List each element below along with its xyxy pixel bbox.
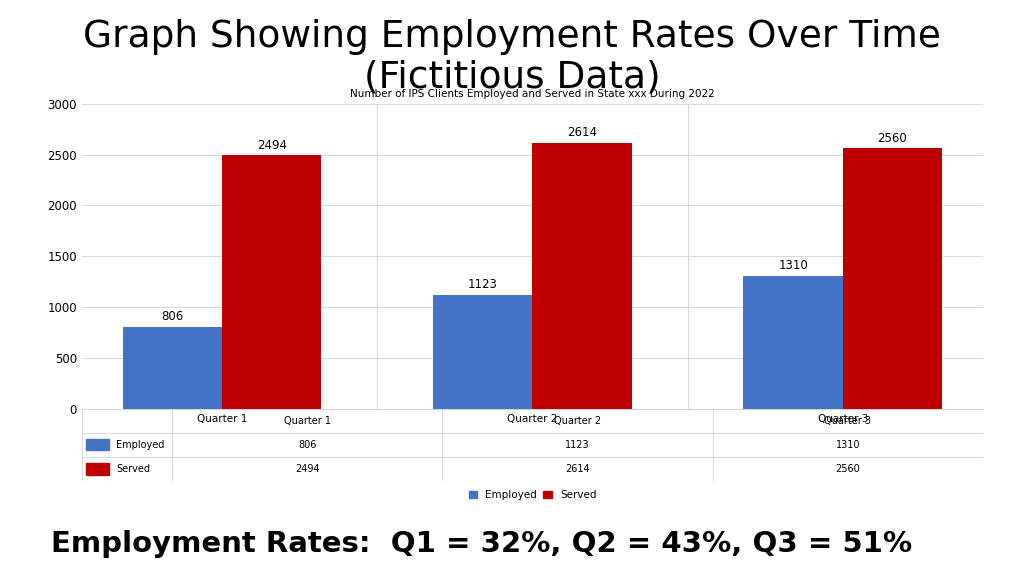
Text: Quarter 1: Quarter 1 xyxy=(284,416,331,426)
Text: 2494: 2494 xyxy=(257,139,287,151)
Bar xyxy=(433,295,532,409)
Text: 2494: 2494 xyxy=(295,464,319,474)
Text: 2614: 2614 xyxy=(565,464,590,474)
Legend: Employed, Served: Employed, Served xyxy=(465,486,600,505)
Text: Graph Showing Employment Rates Over Time: Graph Showing Employment Rates Over Time xyxy=(83,20,941,55)
Text: 806: 806 xyxy=(298,439,316,450)
Bar xyxy=(86,439,109,450)
Text: 1310: 1310 xyxy=(778,259,808,272)
Text: 2560: 2560 xyxy=(878,132,907,145)
Title: Number of IPS Clients Employed and Served in State xxx During 2022: Number of IPS Clients Employed and Serve… xyxy=(350,89,715,98)
Text: 1123: 1123 xyxy=(468,278,498,291)
Text: 806: 806 xyxy=(162,310,183,323)
Text: Quarter 2: Quarter 2 xyxy=(554,416,601,426)
Text: Employment Rates:  Q1 = 32%, Q2 = 43%, Q3 = 51%: Employment Rates: Q1 = 32%, Q2 = 43%, Q3… xyxy=(51,530,912,558)
Text: Employed: Employed xyxy=(116,439,165,450)
Bar xyxy=(532,143,632,409)
Text: Quarter 3: Quarter 3 xyxy=(824,416,871,426)
Bar xyxy=(123,327,222,409)
Bar xyxy=(86,463,109,475)
Text: 2560: 2560 xyxy=(836,464,860,474)
Bar xyxy=(843,149,942,409)
Text: (Fictitious Data): (Fictitious Data) xyxy=(364,60,660,96)
Text: 2614: 2614 xyxy=(567,126,597,139)
Bar xyxy=(743,276,843,409)
Bar xyxy=(222,155,322,409)
Text: 1310: 1310 xyxy=(836,439,860,450)
Text: 1123: 1123 xyxy=(565,439,590,450)
Text: Served: Served xyxy=(116,464,151,474)
